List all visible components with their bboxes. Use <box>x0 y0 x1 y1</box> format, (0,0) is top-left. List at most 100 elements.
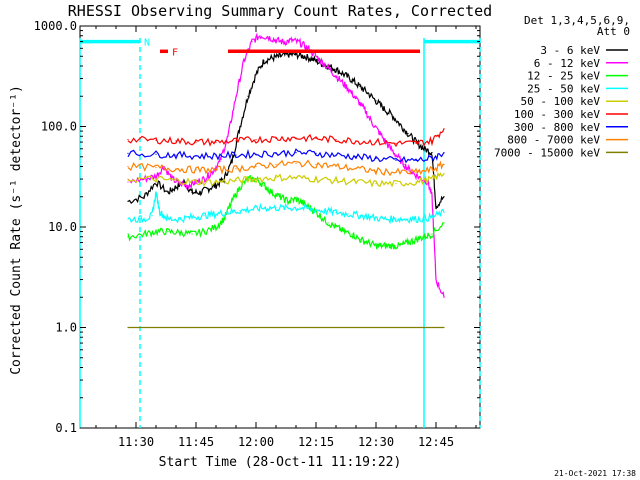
data-point <box>347 213 349 215</box>
data-point <box>203 214 205 217</box>
data-point <box>227 211 229 213</box>
data-point <box>187 326 189 329</box>
legend-label: 25 - 50 keV <box>527 82 600 95</box>
data-point <box>215 226 217 228</box>
data-point <box>251 208 253 210</box>
data-point <box>431 151 433 154</box>
data-point <box>267 36 269 38</box>
data-point <box>215 181 217 183</box>
data-point <box>127 236 129 238</box>
data-point <box>179 218 181 220</box>
data-point <box>247 326 249 329</box>
data-point <box>375 100 377 102</box>
data-point <box>375 245 377 247</box>
data-point <box>287 207 289 209</box>
legend-label: 3 - 6 keV <box>540 44 600 57</box>
data-point <box>227 135 229 137</box>
series-line <box>127 32 445 298</box>
data-point <box>207 188 209 190</box>
data-point <box>363 108 365 110</box>
data-point <box>419 218 421 220</box>
data-point <box>295 326 297 329</box>
data-point <box>407 241 409 244</box>
data-point <box>375 141 377 143</box>
data-point <box>351 233 353 235</box>
data-point <box>335 165 337 168</box>
data-point <box>127 152 129 154</box>
data-point <box>187 184 189 186</box>
legend-label: 300 - 800 keV <box>514 121 600 134</box>
data-point <box>391 114 393 116</box>
data-point <box>127 165 129 168</box>
data-point <box>415 171 417 173</box>
data-point <box>239 186 241 188</box>
data-point <box>327 222 329 224</box>
data-point <box>311 58 313 60</box>
data-point <box>331 71 333 73</box>
data-point <box>387 144 389 146</box>
data-point <box>407 218 409 220</box>
x-tick-label: 12:15 <box>298 435 334 449</box>
data-point <box>303 203 305 205</box>
flag-label: F <box>172 47 178 58</box>
data-point <box>127 326 129 329</box>
data-point <box>395 159 397 161</box>
data-point <box>443 151 445 154</box>
data-point <box>167 326 169 329</box>
data-point <box>235 168 237 170</box>
data-point <box>395 154 397 156</box>
data-point <box>127 181 129 183</box>
footer-timestamp: 21-Oct-2021 17:38 <box>554 469 636 478</box>
data-point <box>127 200 129 202</box>
data-point <box>323 210 325 212</box>
y-tick-label: 1000.0 <box>34 19 77 33</box>
data-point <box>275 207 277 209</box>
y-tick-label: 1.0 <box>55 321 77 335</box>
data-point <box>215 184 217 186</box>
data-point <box>159 211 161 213</box>
data-point <box>199 191 201 194</box>
data-point <box>347 87 349 89</box>
data-point <box>283 41 285 43</box>
legend-label: 6 - 12 keV <box>534 57 601 70</box>
data-point <box>375 326 377 329</box>
data-point <box>275 177 277 179</box>
data-point <box>443 296 445 298</box>
data-point <box>295 162 297 164</box>
data-point <box>275 326 277 329</box>
data-point <box>231 200 233 202</box>
data-point <box>395 218 397 220</box>
data-point <box>275 163 277 165</box>
data-point <box>443 222 445 224</box>
data-point <box>287 200 289 202</box>
data-point <box>215 141 217 143</box>
data-point <box>299 42 301 44</box>
data-point <box>263 184 265 186</box>
data-point <box>275 39 277 41</box>
data-point <box>395 183 397 185</box>
data-point <box>315 152 317 154</box>
data-point <box>359 238 361 241</box>
data-point <box>239 210 241 212</box>
data-point <box>295 137 297 139</box>
legend-label: 800 - 7000 keV <box>507 134 600 147</box>
series-line <box>127 174 445 250</box>
data-point <box>315 55 317 57</box>
data-point <box>339 79 341 81</box>
data-point <box>315 163 317 165</box>
data-point <box>423 326 425 329</box>
data-point <box>443 196 445 198</box>
data-point <box>275 137 277 140</box>
data-point <box>315 137 317 140</box>
data-point <box>375 170 377 172</box>
data-point <box>215 169 217 171</box>
data-point <box>431 157 433 160</box>
data-point <box>431 178 433 180</box>
data-point <box>143 233 145 235</box>
data-point <box>411 171 413 173</box>
data-point <box>179 231 181 234</box>
data-point <box>295 151 297 154</box>
data-point <box>259 35 261 37</box>
data-point <box>215 213 217 215</box>
